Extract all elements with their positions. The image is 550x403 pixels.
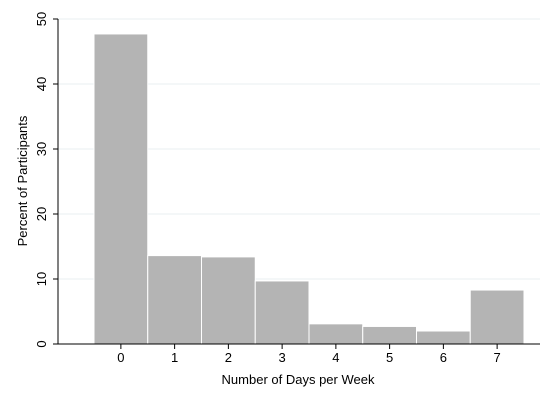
bars [93, 33, 525, 345]
y-tick-label: 30 [34, 142, 49, 156]
bar-3 [254, 280, 310, 345]
x-tick-label: 1 [171, 350, 178, 365]
y-tick-label: 10 [34, 272, 49, 286]
x-tick-label: 2 [225, 350, 232, 365]
y-tick-label: 20 [34, 207, 49, 221]
y-ticks: 0 10 20 30 40 50 [34, 12, 58, 348]
bar-0 [93, 33, 149, 345]
y-axis-title: Percent of Participants [15, 115, 30, 246]
x-axis-title: Number of Days per Week [222, 372, 375, 387]
bar-7 [469, 289, 525, 345]
x-tick-label: 3 [279, 350, 286, 365]
x-tick-label: 7 [494, 350, 501, 365]
bar-2 [201, 256, 256, 345]
x-tick-label: 0 [117, 350, 124, 365]
y-tick-label: 50 [34, 12, 49, 26]
bar-5 [362, 325, 417, 345]
y-tick-label: 40 [34, 77, 49, 91]
x-tick-label: 5 [386, 350, 393, 365]
x-tick-label: 4 [332, 350, 339, 365]
x-tick-label: 6 [440, 350, 447, 365]
bar-4 [308, 323, 364, 345]
y-tick-label: 0 [34, 340, 49, 347]
bar-6 [416, 330, 471, 345]
bar-1 [147, 255, 202, 345]
x-ticks: 0 1 2 3 4 5 6 7 [117, 344, 501, 365]
